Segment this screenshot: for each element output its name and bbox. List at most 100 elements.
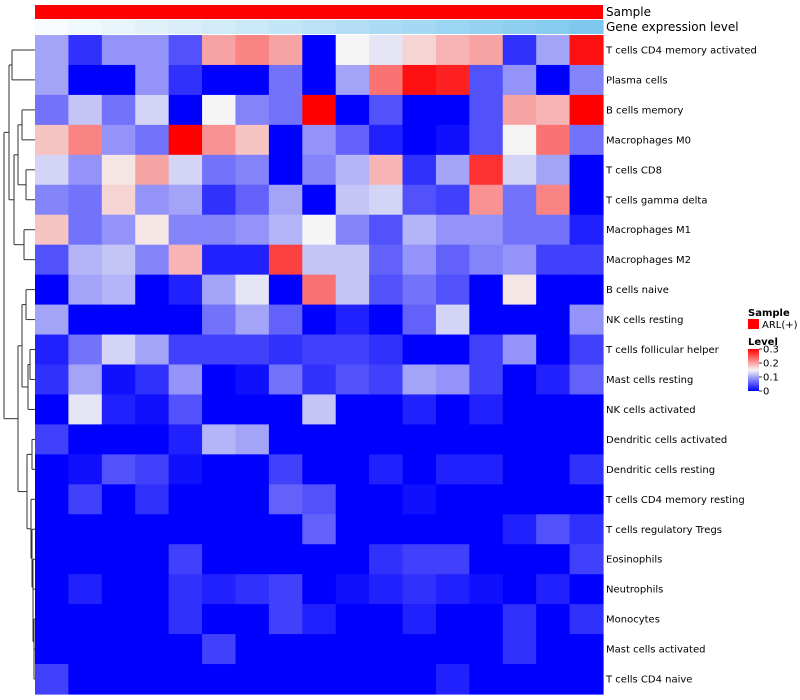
row-label: NK cells resting: [606, 315, 683, 326]
heatmap-cell: [302, 454, 337, 485]
heatmap-cell: [235, 184, 270, 216]
heatmap-cell: [235, 424, 270, 455]
heatmap-cell: [335, 664, 370, 695]
legend: Sample ARL(+) Level 0.3 0.2 0.1 0: [748, 308, 798, 398]
heatmap-cell: [68, 394, 103, 425]
heatmap-cell: [435, 544, 470, 575]
heatmap-cell: [35, 274, 70, 306]
heatmap-cell: [35, 244, 70, 276]
heatmap-cell: [235, 604, 270, 635]
heatmap-cell: [536, 484, 571, 515]
heatmap-cell: [569, 664, 604, 695]
heatmap-cell: [569, 574, 604, 605]
heatmap-cell: [536, 454, 571, 485]
heatmap-cell: [335, 334, 370, 366]
heatmap-cell: [68, 64, 103, 96]
heatmap-cell: [235, 154, 270, 186]
heatmap-cell: [302, 634, 337, 665]
heatmap-cell: [402, 364, 437, 396]
annotation-cell-expression: [335, 20, 370, 34]
annotation-cell-expression: [569, 20, 604, 34]
heatmap-cell: [435, 664, 470, 695]
heatmap-cell: [35, 574, 70, 605]
heatmap-cell: [302, 574, 337, 605]
heatmap-cell: [68, 334, 103, 366]
heatmap-cell: [536, 304, 571, 336]
heatmap-cell: [569, 184, 604, 216]
heatmap-cell: [68, 124, 103, 156]
annotation-cell-expression: [469, 20, 504, 34]
heatmap-cell: [168, 424, 203, 455]
heatmap-cell: [68, 664, 103, 695]
heatmap-cell: [235, 304, 270, 336]
heatmap-cell: [302, 364, 337, 396]
heatmap-cell: [536, 514, 571, 545]
heatmap-cell: [402, 634, 437, 665]
heatmap-cell: [402, 304, 437, 336]
row-dendrogram: [3, 49, 35, 680]
heatmap-cell: [402, 664, 437, 695]
heatmap-cell: [168, 484, 203, 515]
legend-level-ticks: 0.3 0.2 0.1 0: [759, 345, 779, 398]
heatmap-cell: [469, 214, 504, 246]
heatmap-cell: [369, 154, 404, 186]
heatmap-cell: [502, 394, 537, 425]
heatmap-cell: [135, 664, 170, 695]
heatmap-cell: [202, 454, 237, 485]
heatmap-cell: [335, 574, 370, 605]
row-label: T cells CD4 naive: [605, 675, 692, 686]
heatmap-cell: [469, 484, 504, 515]
heatmap-cell: [68, 244, 103, 276]
heatmap-cell: [435, 364, 470, 396]
heatmap-cell: [569, 484, 604, 515]
heatmap-cell: [569, 35, 604, 66]
annotation-cell-expression: [402, 20, 437, 34]
heatmap-cell: [502, 544, 537, 575]
heatmap-cell: [268, 544, 303, 575]
heatmap-cell: [101, 574, 136, 605]
heatmap-cell: [35, 664, 70, 695]
heatmap-cell: [502, 664, 537, 695]
heatmap-cell: [502, 424, 537, 455]
heatmap-cell: [101, 244, 136, 276]
heatmap-cell: [435, 244, 470, 276]
row-label: Plasma cells: [606, 75, 668, 86]
heatmap-cell: [402, 604, 437, 635]
heatmap-cell: [536, 35, 571, 66]
heatmap-cell: [235, 64, 270, 96]
heatmap-cell: [569, 94, 604, 126]
heatmap-cell: [235, 214, 270, 246]
heatmap-cell: [168, 514, 203, 545]
heatmap-cell: [369, 454, 404, 485]
heatmap-cell: [435, 35, 470, 66]
heatmap-cell: [536, 364, 571, 396]
heatmap-cell: [402, 124, 437, 156]
heatmap-cell: [569, 64, 604, 96]
heatmap-cell: [502, 364, 537, 396]
heatmap-cell: [502, 304, 537, 336]
heatmap-cell: [469, 364, 504, 396]
heatmap-cell: [68, 424, 103, 455]
heatmap-cell: [135, 304, 170, 336]
heatmap-cell: [235, 94, 270, 126]
heatmap-cell: [469, 454, 504, 485]
heatmap-cell: [135, 94, 170, 126]
heatmap-cell: [68, 514, 103, 545]
heatmap-cell: [268, 604, 303, 635]
row-label: T cells CD8: [605, 165, 662, 176]
heatmap-cell: [469, 334, 504, 366]
heatmap-cell: [435, 454, 470, 485]
heatmap-cell: [536, 94, 571, 126]
heatmap-cell: [202, 364, 237, 396]
heatmap-cell: [168, 364, 203, 396]
heatmap-cell: [268, 514, 303, 545]
heatmap-cell: [268, 574, 303, 605]
heatmap-cell: [168, 244, 203, 276]
legend-level-colorbar: [748, 349, 759, 391]
heatmap-cell: [235, 334, 270, 366]
heatmap-cell: [469, 634, 504, 665]
heatmap-cell: [435, 124, 470, 156]
heatmap-cell: [35, 94, 70, 126]
heatmap-cell: [235, 514, 270, 545]
heatmap-cell: [536, 124, 571, 156]
